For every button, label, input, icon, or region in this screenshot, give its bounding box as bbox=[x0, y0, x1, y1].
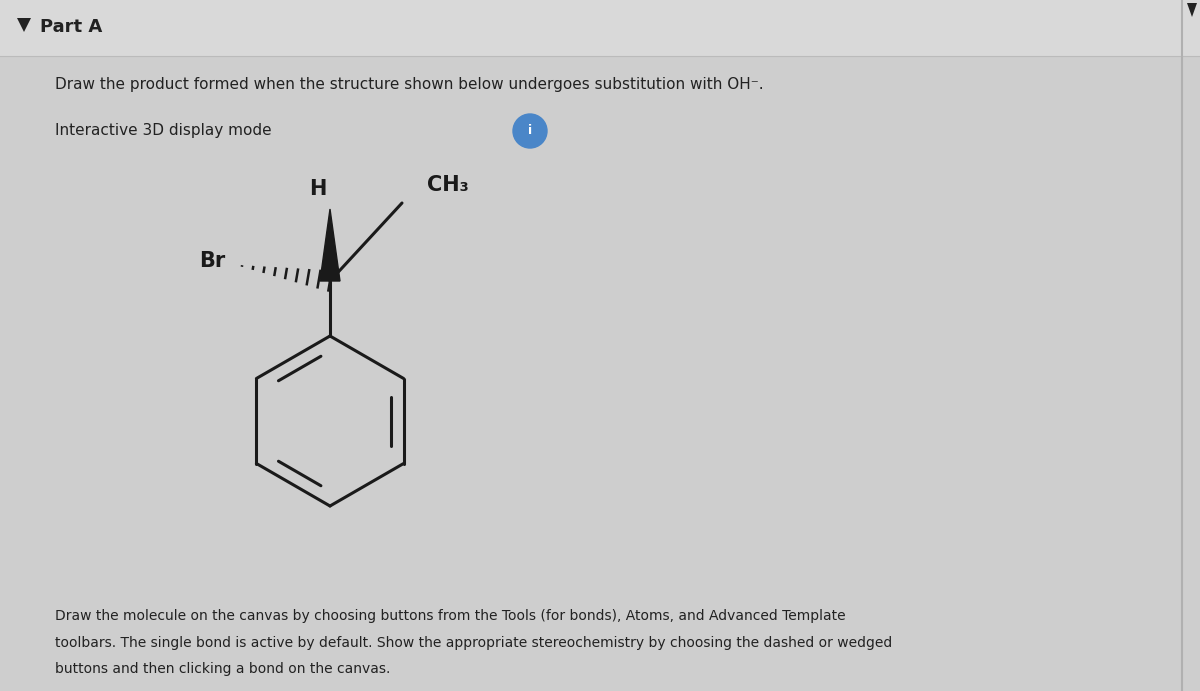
FancyBboxPatch shape bbox=[0, 0, 1200, 56]
Polygon shape bbox=[1187, 3, 1198, 17]
Text: toolbars. The single bond is active by default. Show the appropriate stereochemi: toolbars. The single bond is active by d… bbox=[55, 636, 893, 650]
Text: CH₃: CH₃ bbox=[427, 175, 469, 195]
Text: Draw the product formed when the structure shown below undergoes substitution wi: Draw the product formed when the structu… bbox=[55, 77, 763, 93]
Text: Interactive 3D display mode: Interactive 3D display mode bbox=[55, 124, 271, 138]
Text: buttons and then clicking a bond on the canvas.: buttons and then clicking a bond on the … bbox=[55, 662, 390, 676]
Polygon shape bbox=[17, 18, 31, 32]
Text: Part A: Part A bbox=[40, 18, 102, 36]
Text: i: i bbox=[528, 124, 532, 138]
Polygon shape bbox=[320, 209, 340, 281]
Text: Br: Br bbox=[199, 251, 226, 271]
Circle shape bbox=[514, 114, 547, 148]
Text: H: H bbox=[310, 179, 326, 199]
Text: Draw the molecule on the canvas by choosing buttons from the Tools (for bonds), : Draw the molecule on the canvas by choos… bbox=[55, 609, 846, 623]
